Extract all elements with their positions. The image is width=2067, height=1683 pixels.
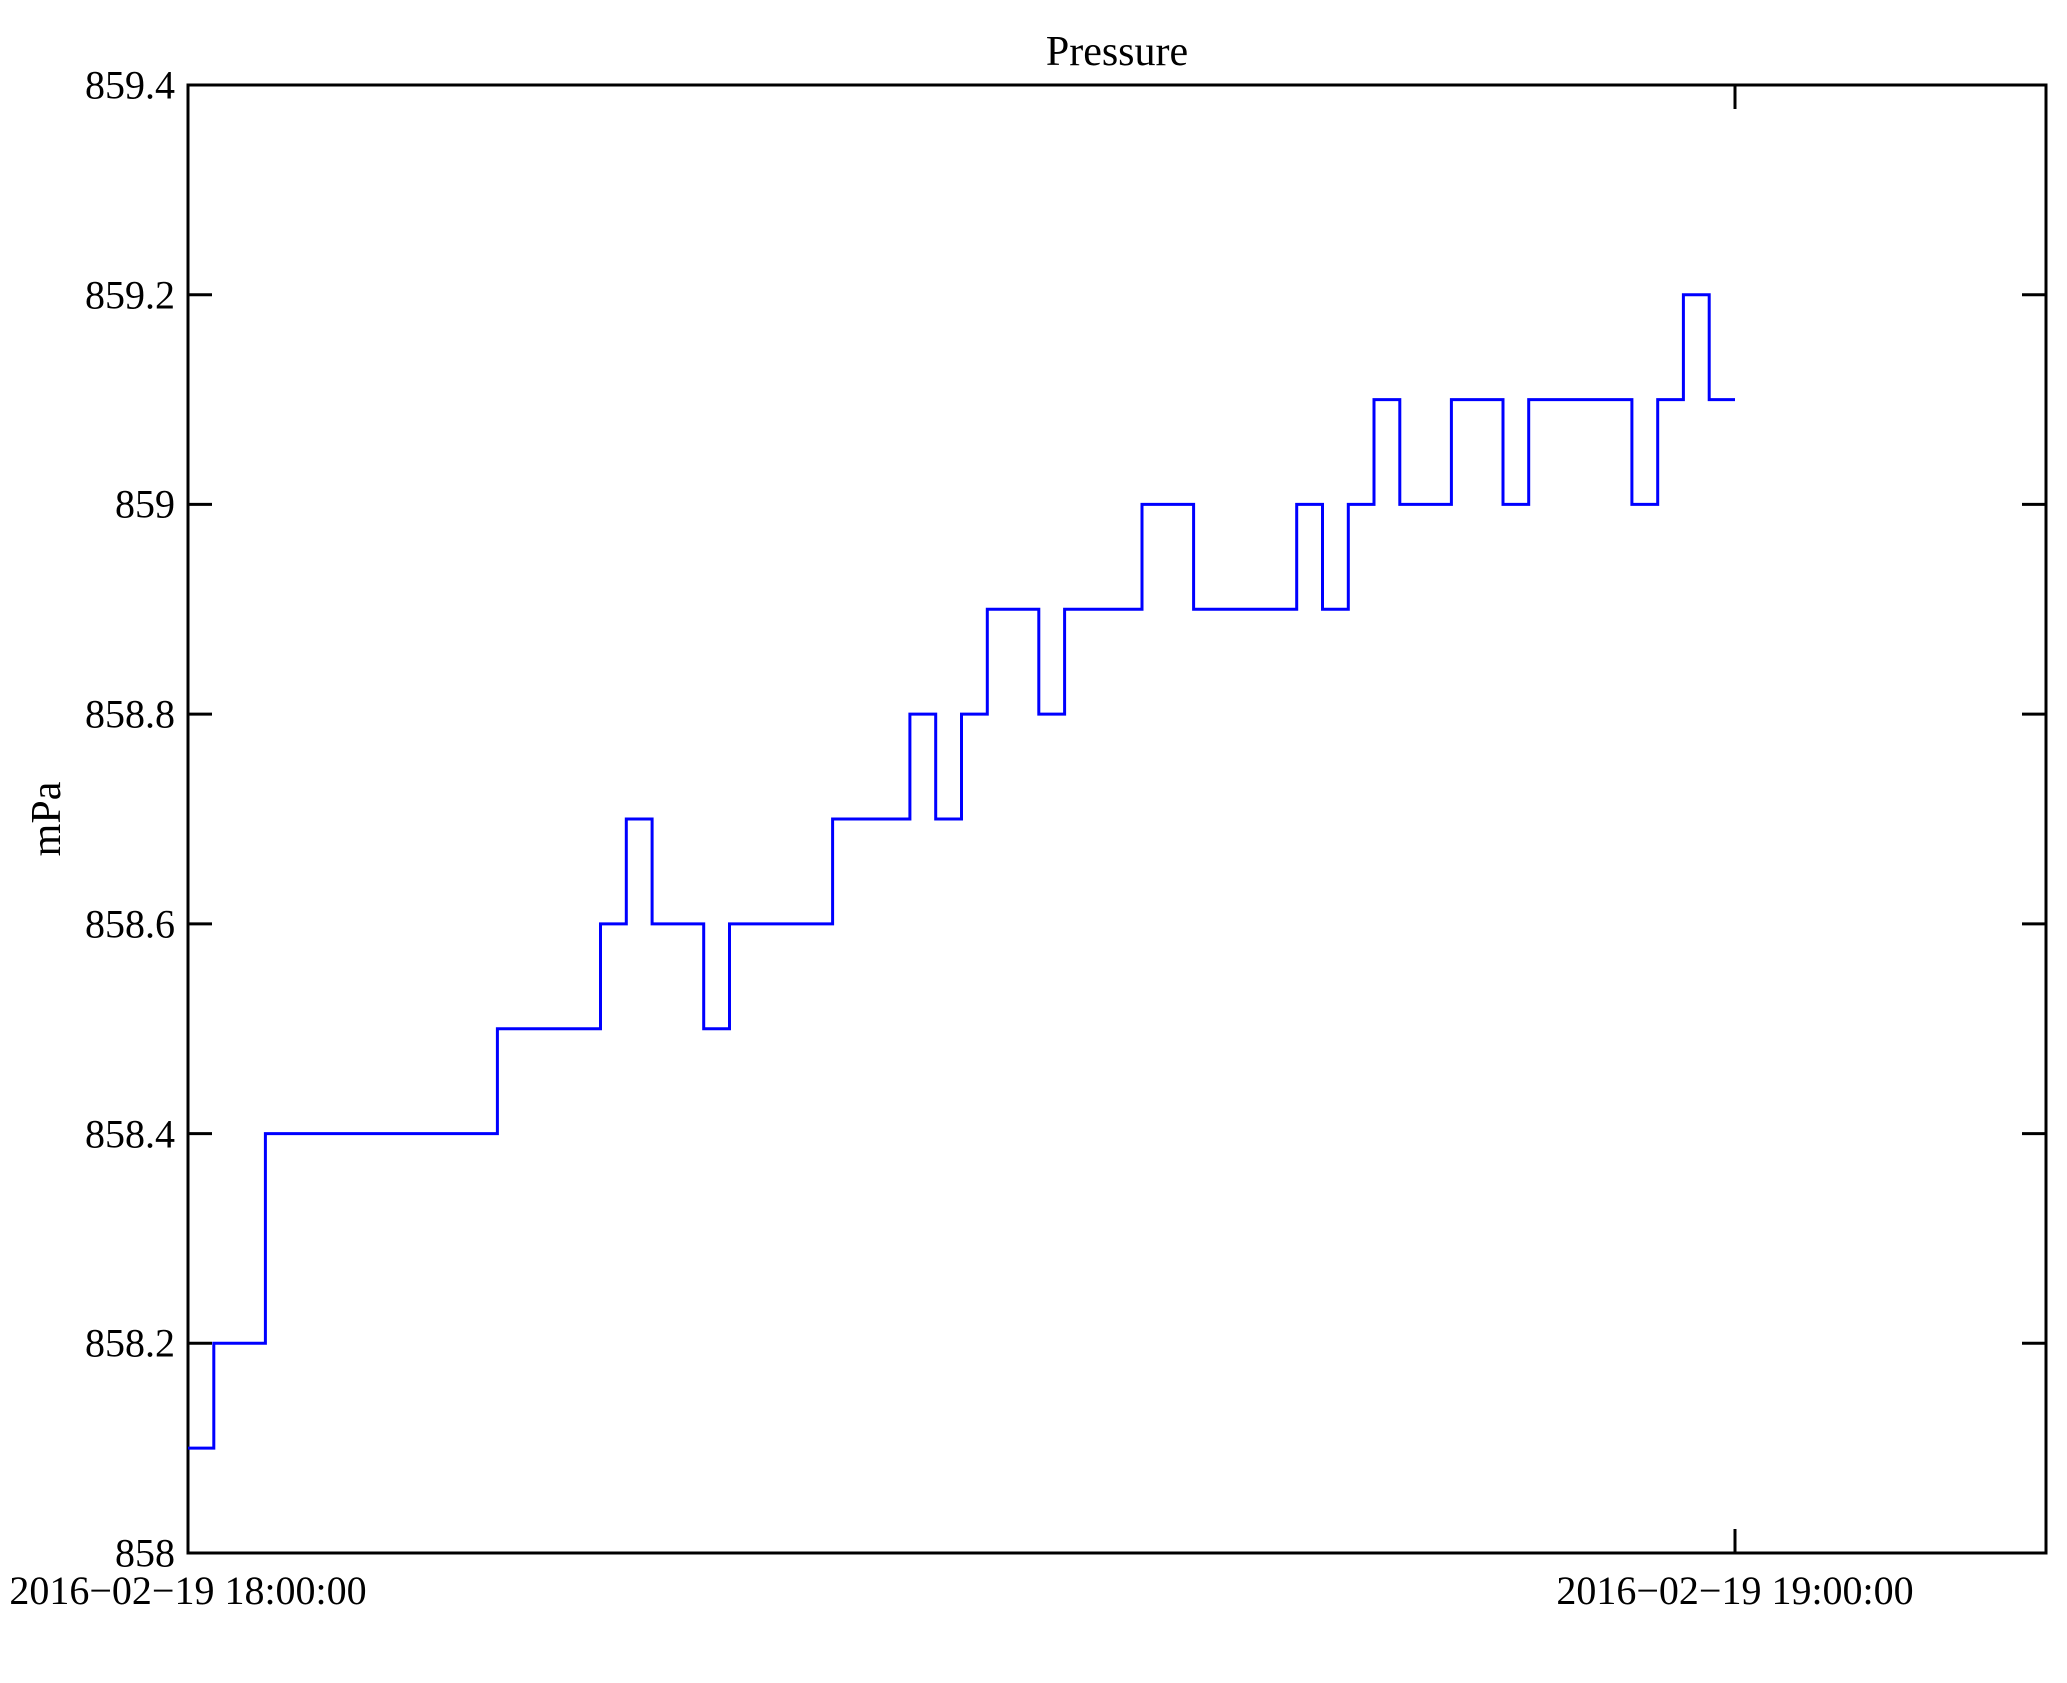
chart-title: Pressure: [1045, 29, 1189, 75]
axes-box: [186, 83, 2048, 1555]
y-tick-label: 858.2: [85, 1320, 175, 1366]
y-tick-label: 859: [115, 481, 175, 527]
x-tick-label-start: 2016−02−19 18:00:00: [9, 1568, 367, 1613]
y-tick-label: 859.4: [85, 62, 175, 108]
y-tick-label: 858.8: [85, 691, 175, 737]
pressure-step-line: [188, 293, 1735, 1450]
x-tick-label-end: 2016−02−19 19:00:00: [1556, 1568, 1914, 1613]
y-tick-label: 859.2: [85, 272, 175, 318]
y-tick-label: 858.4: [85, 1111, 175, 1157]
y-tick-label: 858.6: [85, 901, 175, 947]
y-tick-label: 858: [115, 1530, 175, 1576]
